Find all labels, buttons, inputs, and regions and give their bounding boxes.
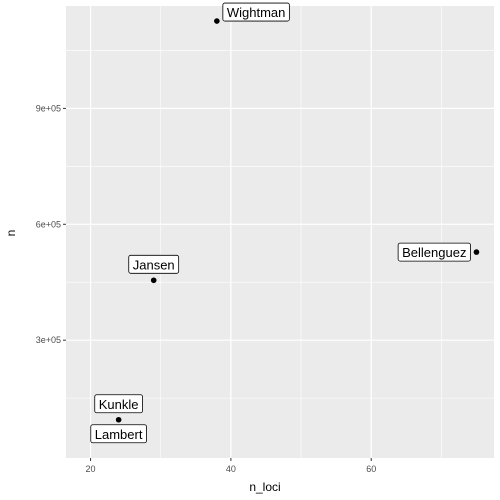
data-point: [473, 249, 480, 255]
x-tick-label: 40: [226, 464, 236, 474]
point-label-text: Lambert: [95, 427, 143, 442]
point-label: Kunkle: [94, 394, 143, 414]
x-tick-label: 20: [86, 464, 96, 474]
point-label-box: [397, 242, 471, 262]
point-label-text: Kunkle: [99, 397, 139, 412]
point-label-box: [94, 394, 143, 414]
point-label: Bellenguez: [397, 242, 471, 262]
point-label-box: [128, 254, 180, 274]
y-axis-title: n: [4, 230, 18, 237]
point-label-text: Jansen: [133, 257, 175, 272]
point-label-text: Bellenguez: [402, 245, 466, 260]
point-label-text: Wightman: [227, 5, 286, 20]
point-label: Lambert: [90, 424, 147, 444]
point-label: Jansen: [128, 254, 180, 274]
x-axis-title: n_loci: [249, 480, 280, 494]
data-point: [115, 416, 122, 423]
point-label-box: [90, 424, 147, 444]
y-tick-label: 6e+05: [36, 219, 61, 229]
point-label-box: [222, 2, 290, 22]
y-tick-label: 3e+05: [36, 335, 61, 345]
plot-panel: [66, 6, 494, 458]
y-tick-label: 9e+05: [36, 103, 61, 113]
x-tick-label: 60: [366, 464, 376, 474]
data-point: [214, 18, 220, 24]
data-point: [150, 277, 157, 284]
point-label: Wightman: [222, 2, 290, 22]
